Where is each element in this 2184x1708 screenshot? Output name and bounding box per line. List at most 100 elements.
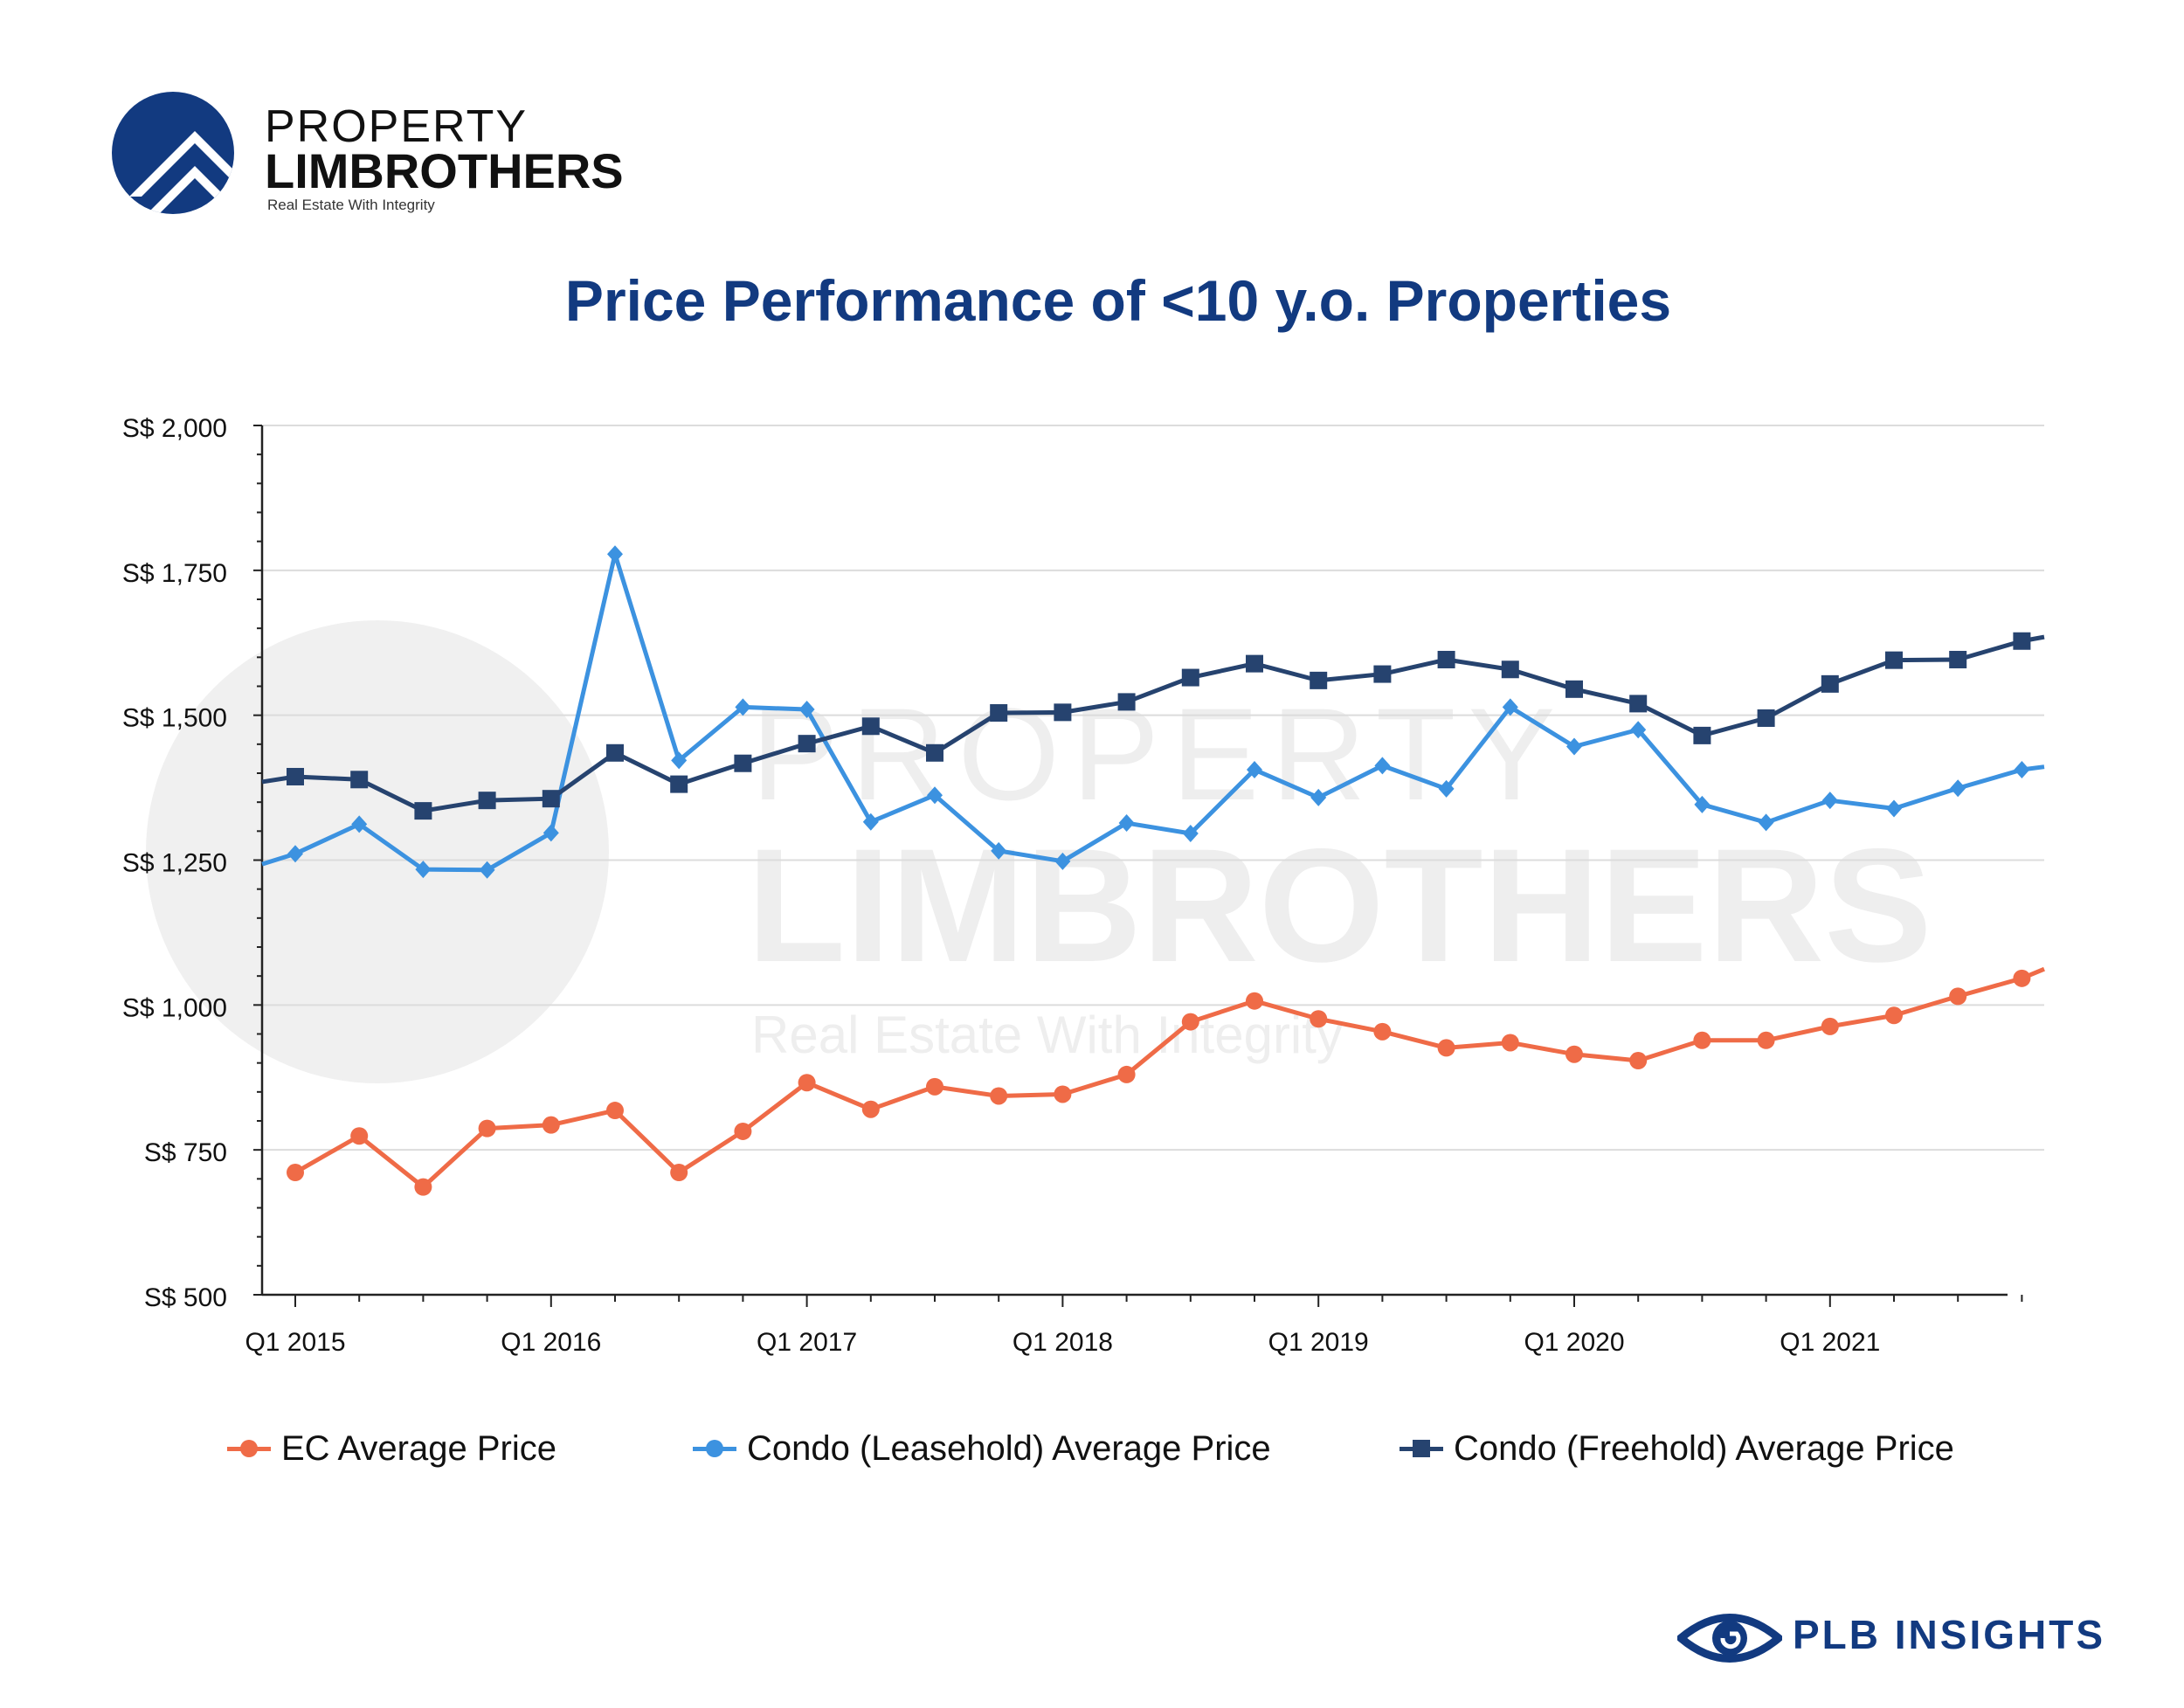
data-point (1694, 795, 1711, 813)
data-point (798, 1074, 816, 1092)
data-point (287, 767, 304, 785)
data-point (1630, 721, 1647, 739)
data-point (1949, 650, 1967, 668)
data-point (734, 1122, 752, 1140)
series-layer (261, 545, 2045, 1196)
data-point (926, 1077, 943, 1096)
data-point (1054, 852, 1071, 870)
data-point (1437, 650, 1455, 668)
watermark-line1: PROPERTY (751, 681, 1567, 827)
data-point (1885, 651, 1903, 669)
data-point (671, 751, 688, 770)
data-point (1501, 1034, 1519, 1052)
data-point (1118, 814, 1135, 833)
series-line (261, 634, 2045, 813)
legend-label-ec: EC Average Price (281, 1428, 556, 1468)
plb-insights-text: PLB INSIGHTS (1793, 1612, 2106, 1657)
x-tick-label: Q1 2017 (757, 1328, 857, 1357)
data-point (1629, 695, 1648, 713)
data-point (1374, 757, 1391, 775)
data-point (862, 813, 879, 831)
brand-logo: PROPERTY LIMBROTHERS Real Estate With In… (112, 92, 636, 223)
data-point (287, 1164, 304, 1182)
data-point (2013, 632, 2031, 650)
data-point (927, 786, 943, 805)
data-point (670, 1164, 688, 1182)
legend: EC Average Price Condo (Leasehold) Avera… (227, 1422, 2062, 1475)
eye-logo-icon (1677, 1614, 1782, 1663)
data-point (990, 1087, 1008, 1105)
data-point (1054, 703, 1072, 722)
data-point (1310, 1010, 1328, 1028)
data-point (1117, 1065, 1136, 1083)
data-point (1757, 1031, 1775, 1049)
data-point (606, 1102, 624, 1120)
watermark-tagline: Real Estate With Integrity (751, 1006, 1343, 1064)
data-point (1885, 1006, 1903, 1025)
data-point (1821, 674, 1839, 693)
legend-label-freehold: Condo (Freehold) Average Price (1454, 1428, 1954, 1468)
data-point (1054, 1085, 1072, 1103)
data-point (543, 824, 559, 842)
data-point (990, 704, 1008, 723)
data-point (735, 698, 751, 716)
y-tick-label: S$ 1,500 (122, 704, 227, 733)
data-point (542, 790, 560, 808)
data-point (1181, 668, 1199, 687)
data-point (670, 775, 688, 793)
watermark: PROPERTY LIMBROTHERS Real Estate With In… (146, 620, 1932, 1083)
data-point (350, 1127, 369, 1145)
data-point (1182, 824, 1199, 842)
x-tick-label: Q1 2016 (501, 1328, 601, 1357)
data-point (478, 792, 496, 810)
data-point (350, 771, 369, 789)
y-axis-ticks: S$ 500 S$ 750 S$ 1,000 S$ 1,250 S$ 1,500 S$ 1… (122, 414, 227, 1312)
legend-swatch-ec (227, 1438, 271, 1459)
data-point (2013, 969, 2031, 987)
data-point (1821, 1017, 1839, 1035)
legend-swatch-leasehold (693, 1438, 736, 1459)
data-point (1629, 1052, 1648, 1070)
data-point (1310, 788, 1327, 806)
data-point (1502, 698, 1518, 716)
series-0 (287, 966, 2045, 1196)
data-point (1246, 992, 1263, 1010)
series-line (294, 966, 2045, 1190)
logo-line1: PROPERTY (265, 101, 529, 152)
data-point (1949, 987, 1967, 1006)
data-point (1117, 693, 1136, 711)
data-point (1565, 1045, 1583, 1063)
gridlines (262, 425, 2044, 1151)
data-point (1565, 680, 1583, 698)
series-line (261, 551, 2045, 873)
data-point (798, 735, 816, 753)
data-point (1373, 665, 1392, 683)
y-tick-label: S$ 2,000 (122, 414, 227, 443)
y-tick-label: S$ 1,250 (122, 849, 227, 878)
data-point (1246, 654, 1263, 673)
data-point (1310, 671, 1328, 689)
data-point (1757, 709, 1775, 727)
y-tick-label: S$ 500 (144, 1283, 227, 1312)
x-tick-label: Q1 2021 (1780, 1328, 1880, 1357)
data-point (2014, 761, 2030, 779)
axes (253, 425, 2023, 1307)
plb-insights-brand: PLB INSIGHTS (1677, 1604, 2140, 1674)
data-point (1247, 761, 1262, 779)
data-point (1437, 1039, 1455, 1057)
chart-title: Price Performance of <10 y.o. Properties (564, 268, 1672, 333)
data-point (1693, 726, 1711, 744)
data-point (415, 861, 432, 879)
x-tick-label: Q1 2019 (1268, 1328, 1369, 1357)
data-point (926, 743, 943, 762)
data-point (861, 717, 880, 736)
series-1 (261, 545, 2045, 879)
watermark-line2: LIMBROTHERS (747, 816, 1932, 996)
data-point (542, 1116, 560, 1134)
data-point (991, 841, 1007, 860)
data-point (734, 754, 752, 772)
y-tick-label: S$ 750 (144, 1138, 227, 1167)
logo-line2: LIMBROTHERS (265, 143, 624, 198)
legend-swatch-freehold (1400, 1438, 1443, 1459)
x-tick-label: Q1 2015 (245, 1328, 345, 1357)
